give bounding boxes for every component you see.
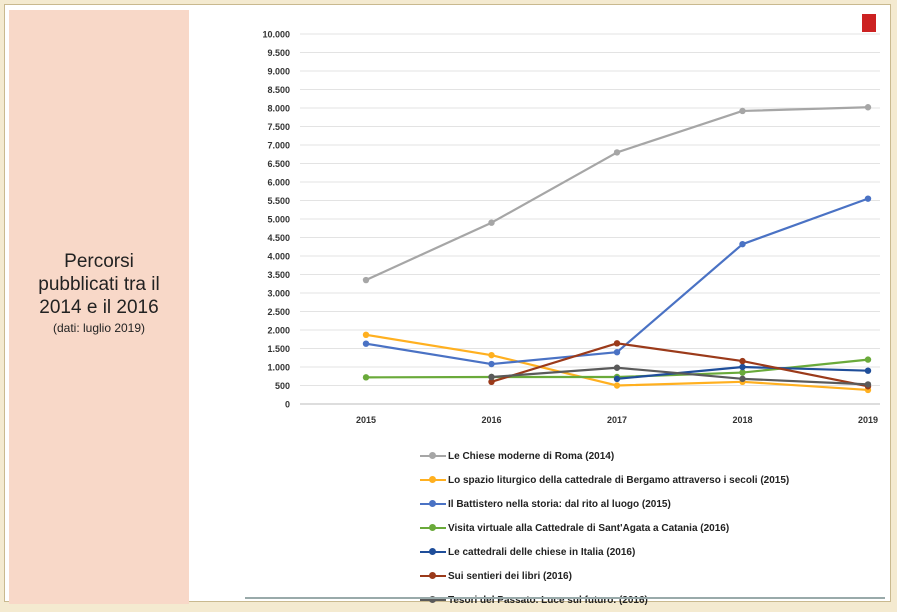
y-tick-label: 5.000 (267, 215, 290, 225)
legend-swatch-dot (429, 596, 436, 603)
data-point (864, 381, 872, 388)
legend-swatch-dot (429, 452, 436, 459)
sidebar-title-line: Percorsi (64, 251, 134, 272)
legend-label: Le cattedrali delle chiese in Italia (20… (448, 546, 636, 558)
sidebar-title-line: pubblicati tra il (38, 274, 160, 295)
bottom-divider (245, 597, 885, 599)
y-tick-label: 0 (285, 400, 290, 410)
y-tick-label: 9.000 (267, 67, 290, 77)
y-tick-label: 500 (275, 381, 290, 391)
corner-mark (862, 14, 876, 32)
data-point (362, 331, 370, 339)
data-point (739, 369, 746, 376)
data-point (488, 378, 495, 385)
sidebar-title-line: 2014 e il 2016 (39, 297, 159, 318)
y-tick-label: 4.500 (267, 233, 290, 243)
chart-legend: Le Chiese moderne di Roma (2014) Lo spazi… (420, 444, 890, 612)
sidebar-panel: Percorsi pubblicati tra il 2014 e il 201… (9, 10, 189, 604)
data-point (613, 340, 621, 347)
legend-item: Tesori del Passato. Luce sul futuro. (20… (420, 588, 890, 612)
data-point (488, 219, 495, 226)
data-point (613, 364, 621, 371)
legend-swatch (420, 570, 446, 582)
legend-swatch-dot (429, 524, 436, 531)
y-tick-label: 10.000 (262, 30, 290, 40)
legend-item: Lo spazio liturgico della cattedrale di … (420, 468, 890, 492)
y-tick-label: 1.000 (267, 363, 290, 373)
legend-swatch (420, 450, 446, 462)
legend-item: Le cattedrali delle chiese in Italia (20… (420, 540, 890, 564)
legend-swatch-dot (429, 500, 436, 507)
y-tick-label: 9.500 (267, 48, 290, 58)
data-point (864, 356, 872, 363)
series-line (365, 106, 869, 282)
data-point (613, 375, 621, 383)
y-tick-label: 2.500 (267, 307, 290, 317)
data-point (488, 373, 495, 381)
legend-item: Sui sentieri dei libri (2016) (420, 564, 890, 588)
data-point (362, 340, 370, 347)
legend-label: Il Battistero nella storia: dal rito al … (448, 498, 671, 510)
legend-swatch-dot (429, 476, 436, 483)
x-tick-label: 2019 (858, 415, 878, 425)
data-point (362, 374, 370, 381)
series-line (491, 342, 869, 388)
y-tick-label: 2.000 (267, 326, 290, 336)
x-tick-label: 2018 (732, 415, 752, 425)
series-line (365, 197, 869, 366)
legend-swatch (420, 546, 446, 558)
legend-label: Le Chiese moderne di Roma (2014) (448, 450, 615, 462)
y-tick-label: 7.500 (267, 122, 290, 132)
data-point (864, 367, 872, 374)
data-point (613, 382, 621, 389)
legend-item: Il Battistero nella storia: dal rito al … (420, 492, 890, 516)
y-tick-label: 5.500 (267, 196, 290, 206)
y-tick-label: 8.000 (267, 104, 290, 114)
data-point (739, 107, 746, 115)
data-point (739, 357, 746, 365)
data-point (739, 375, 746, 383)
y-tick-label: 4.000 (267, 252, 290, 262)
data-point (613, 149, 621, 156)
data-point (488, 351, 495, 359)
data-point (739, 240, 746, 248)
data-point (864, 104, 872, 111)
sidebar-text: Percorsi pubblicati tra il 2014 e il 201… (9, 250, 189, 336)
legend-swatch (420, 594, 446, 606)
data-point (864, 195, 872, 202)
sidebar-title: Percorsi pubblicati tra il 2014 e il 201… (9, 250, 189, 319)
legend-swatch (420, 474, 446, 486)
data-point (613, 349, 621, 356)
legend-swatch (420, 498, 446, 510)
legend-label: Sui sentieri dei libri (2016) (448, 570, 572, 582)
x-tick-label: 2015 (356, 415, 376, 425)
y-tick-label: 8.500 (267, 85, 290, 95)
series-line (491, 366, 869, 386)
x-tick-label: 2017 (607, 415, 627, 425)
legend-label: Lo spazio liturgico della cattedrale di … (448, 474, 790, 486)
y-tick-label: 6.500 (267, 159, 290, 169)
y-tick-label: 1.500 (267, 344, 290, 354)
legend-label: Visita virtuale alla Cattedrale di Sant'… (448, 522, 730, 534)
x-tick-label: 2016 (481, 415, 501, 425)
legend-swatch (420, 522, 446, 534)
legend-swatch-dot (429, 548, 436, 555)
sidebar-subtitle: (dati: luglio 2019) (52, 321, 146, 335)
y-tick-label: 3.000 (267, 289, 290, 299)
legend-label: Tesori del Passato. Luce sul futuro. (20… (448, 594, 648, 606)
legend-item: Le Chiese moderne di Roma (2014) (420, 444, 890, 468)
legend-item: Visita virtuale alla Cattedrale di Sant'… (420, 516, 890, 540)
data-point (488, 360, 495, 368)
y-tick-label: 6.000 (267, 178, 290, 188)
y-tick-label: 3.500 (267, 270, 290, 280)
data-point (739, 363, 746, 371)
legend-swatch-dot (429, 572, 436, 579)
data-point (362, 276, 370, 284)
y-tick-label: 7.000 (267, 141, 290, 151)
